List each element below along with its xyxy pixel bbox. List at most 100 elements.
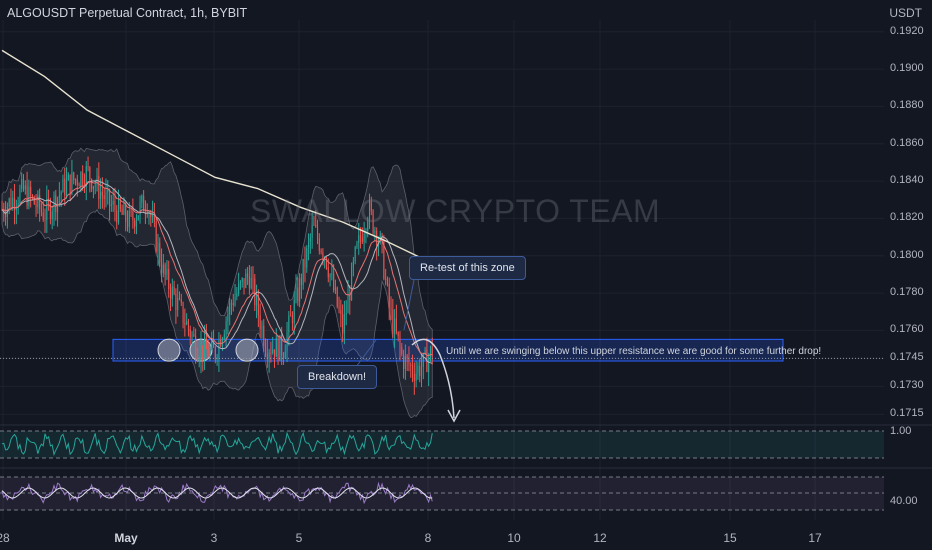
candle-body <box>105 192 107 200</box>
candle-body <box>349 294 351 301</box>
time-tick-label: 28 <box>0 531 10 545</box>
candle-body <box>415 373 417 382</box>
candle-body <box>223 334 225 340</box>
candle-body <box>227 314 229 322</box>
candle-body <box>263 325 265 347</box>
candle-body <box>385 278 387 280</box>
candle-body <box>383 241 385 279</box>
candle-body <box>195 335 197 357</box>
candle-body <box>209 348 211 357</box>
candle-body <box>28 186 30 206</box>
candle-body <box>236 293 238 297</box>
resistance-note: Until we are swinging below this upper r… <box>446 346 822 357</box>
candle-body <box>150 213 152 218</box>
candle-body <box>144 211 146 213</box>
candle-body <box>132 211 134 221</box>
time-tick-label: 3 <box>210 531 218 545</box>
watermark: SWALLOW CRYPTO TEAM <box>250 193 661 229</box>
candle-body <box>91 179 93 190</box>
candle-body <box>309 237 311 242</box>
candle-body <box>42 212 44 220</box>
candle-body <box>66 180 68 196</box>
candle-body <box>275 337 277 357</box>
candle-body <box>187 321 189 330</box>
candle-body <box>64 178 66 196</box>
candle-body <box>178 298 181 300</box>
candle-body <box>157 242 159 252</box>
candle-body <box>420 366 423 377</box>
candle-body <box>392 309 394 334</box>
candle-body <box>169 289 172 299</box>
candle-body <box>254 278 256 306</box>
candle-body <box>128 211 130 228</box>
price-unit: USDT <box>889 6 922 20</box>
candle-body <box>352 261 354 267</box>
annotations-overlay <box>0 279 884 423</box>
candle-body <box>89 167 91 180</box>
candle-body <box>168 269 170 290</box>
candle-body <box>343 314 345 334</box>
candle-body <box>404 355 406 369</box>
price-tick-label: 0.1715 <box>890 407 924 420</box>
candle-body <box>103 195 105 200</box>
candle-body <box>171 286 173 299</box>
candle-body <box>8 198 10 207</box>
candle-body <box>164 264 166 275</box>
chart-title: ALGOUSDT Perpetual Contract, 1h, BYBIT <box>7 6 248 20</box>
candle-body <box>315 224 317 227</box>
candle-body <box>241 278 243 282</box>
candle-body <box>311 224 313 238</box>
candle-body <box>26 185 28 206</box>
time-tick-label: May <box>114 531 138 545</box>
candle-body <box>141 195 143 203</box>
candle-body <box>325 257 328 268</box>
price-tick-label: 0.1900 <box>890 62 924 75</box>
candle-body <box>166 269 168 275</box>
candle-body <box>252 277 254 279</box>
candle-body <box>361 238 363 242</box>
candle-body <box>31 196 34 198</box>
candle-body <box>256 294 258 306</box>
candle-body <box>248 276 250 289</box>
touch-circle <box>235 338 259 362</box>
price-tick-label: 0.1760 <box>890 323 924 336</box>
candle-body <box>17 203 19 207</box>
candle-body <box>191 334 193 338</box>
candle-body <box>135 219 137 227</box>
osc-tick-label: 1.00 <box>890 425 912 437</box>
candle-body <box>308 241 310 249</box>
candle-body <box>390 308 392 310</box>
candle-body <box>76 179 78 185</box>
price-tick-label: 0.1745 <box>890 351 924 364</box>
candle-body <box>273 349 276 357</box>
candle-body <box>69 174 71 194</box>
projection-arrowhead <box>447 409 461 423</box>
candle-body <box>39 195 41 210</box>
candle-body <box>257 294 259 316</box>
candle-body <box>37 195 39 208</box>
candle-body <box>162 264 164 274</box>
candle-body <box>386 278 388 284</box>
candle-body <box>161 262 163 274</box>
time-tick-label: 15 <box>723 531 737 545</box>
candle-body <box>250 277 252 289</box>
candle-body <box>225 321 227 335</box>
touch-circle <box>157 338 181 362</box>
time-tick-label: 12 <box>593 531 607 545</box>
breakdown-callout: Breakdown! <box>297 365 378 389</box>
price-tick-label: 0.1730 <box>890 379 924 392</box>
candle-body <box>347 294 349 314</box>
candle-body <box>218 339 220 358</box>
candle-body <box>48 199 50 203</box>
candle-body <box>302 258 304 286</box>
candle-body <box>345 313 347 315</box>
candle-body <box>327 267 329 278</box>
candle-body <box>49 202 51 219</box>
candle-body <box>87 166 89 168</box>
candle-body <box>112 200 114 205</box>
candle-body <box>74 179 77 181</box>
candle-body <box>399 336 401 348</box>
candle-body <box>109 189 111 206</box>
candle-body <box>193 334 195 336</box>
candle-body <box>121 209 123 215</box>
